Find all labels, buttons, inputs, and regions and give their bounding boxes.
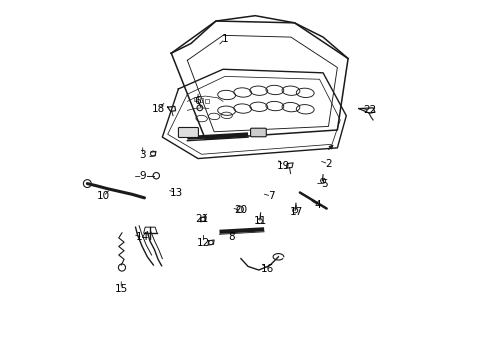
Text: 7: 7: [267, 191, 274, 201]
Text: 6: 6: [194, 96, 201, 107]
FancyBboxPatch shape: [250, 128, 266, 137]
Text: 15: 15: [114, 284, 128, 294]
Text: 5: 5: [321, 179, 327, 189]
FancyBboxPatch shape: [178, 127, 198, 138]
Text: 22: 22: [362, 105, 375, 115]
Text: 20: 20: [234, 205, 247, 215]
Text: 10: 10: [97, 191, 110, 201]
Text: 1: 1: [221, 34, 228, 44]
Text: 11: 11: [253, 216, 266, 226]
Text: 16: 16: [261, 264, 274, 274]
Bar: [205, 99, 208, 103]
Bar: [194, 97, 198, 102]
Text: 2: 2: [325, 159, 331, 169]
Text: 9: 9: [139, 171, 146, 181]
Text: 17: 17: [289, 207, 302, 217]
Text: 8: 8: [228, 232, 235, 242]
Text: 18: 18: [152, 104, 165, 113]
Text: 3: 3: [139, 150, 146, 160]
Text: 12: 12: [196, 238, 210, 248]
Text: 19: 19: [277, 161, 290, 171]
Text: 21: 21: [195, 214, 208, 224]
Bar: [200, 98, 203, 102]
Text: 13: 13: [170, 188, 183, 198]
Text: 4: 4: [314, 200, 321, 210]
Text: 14: 14: [136, 232, 149, 242]
